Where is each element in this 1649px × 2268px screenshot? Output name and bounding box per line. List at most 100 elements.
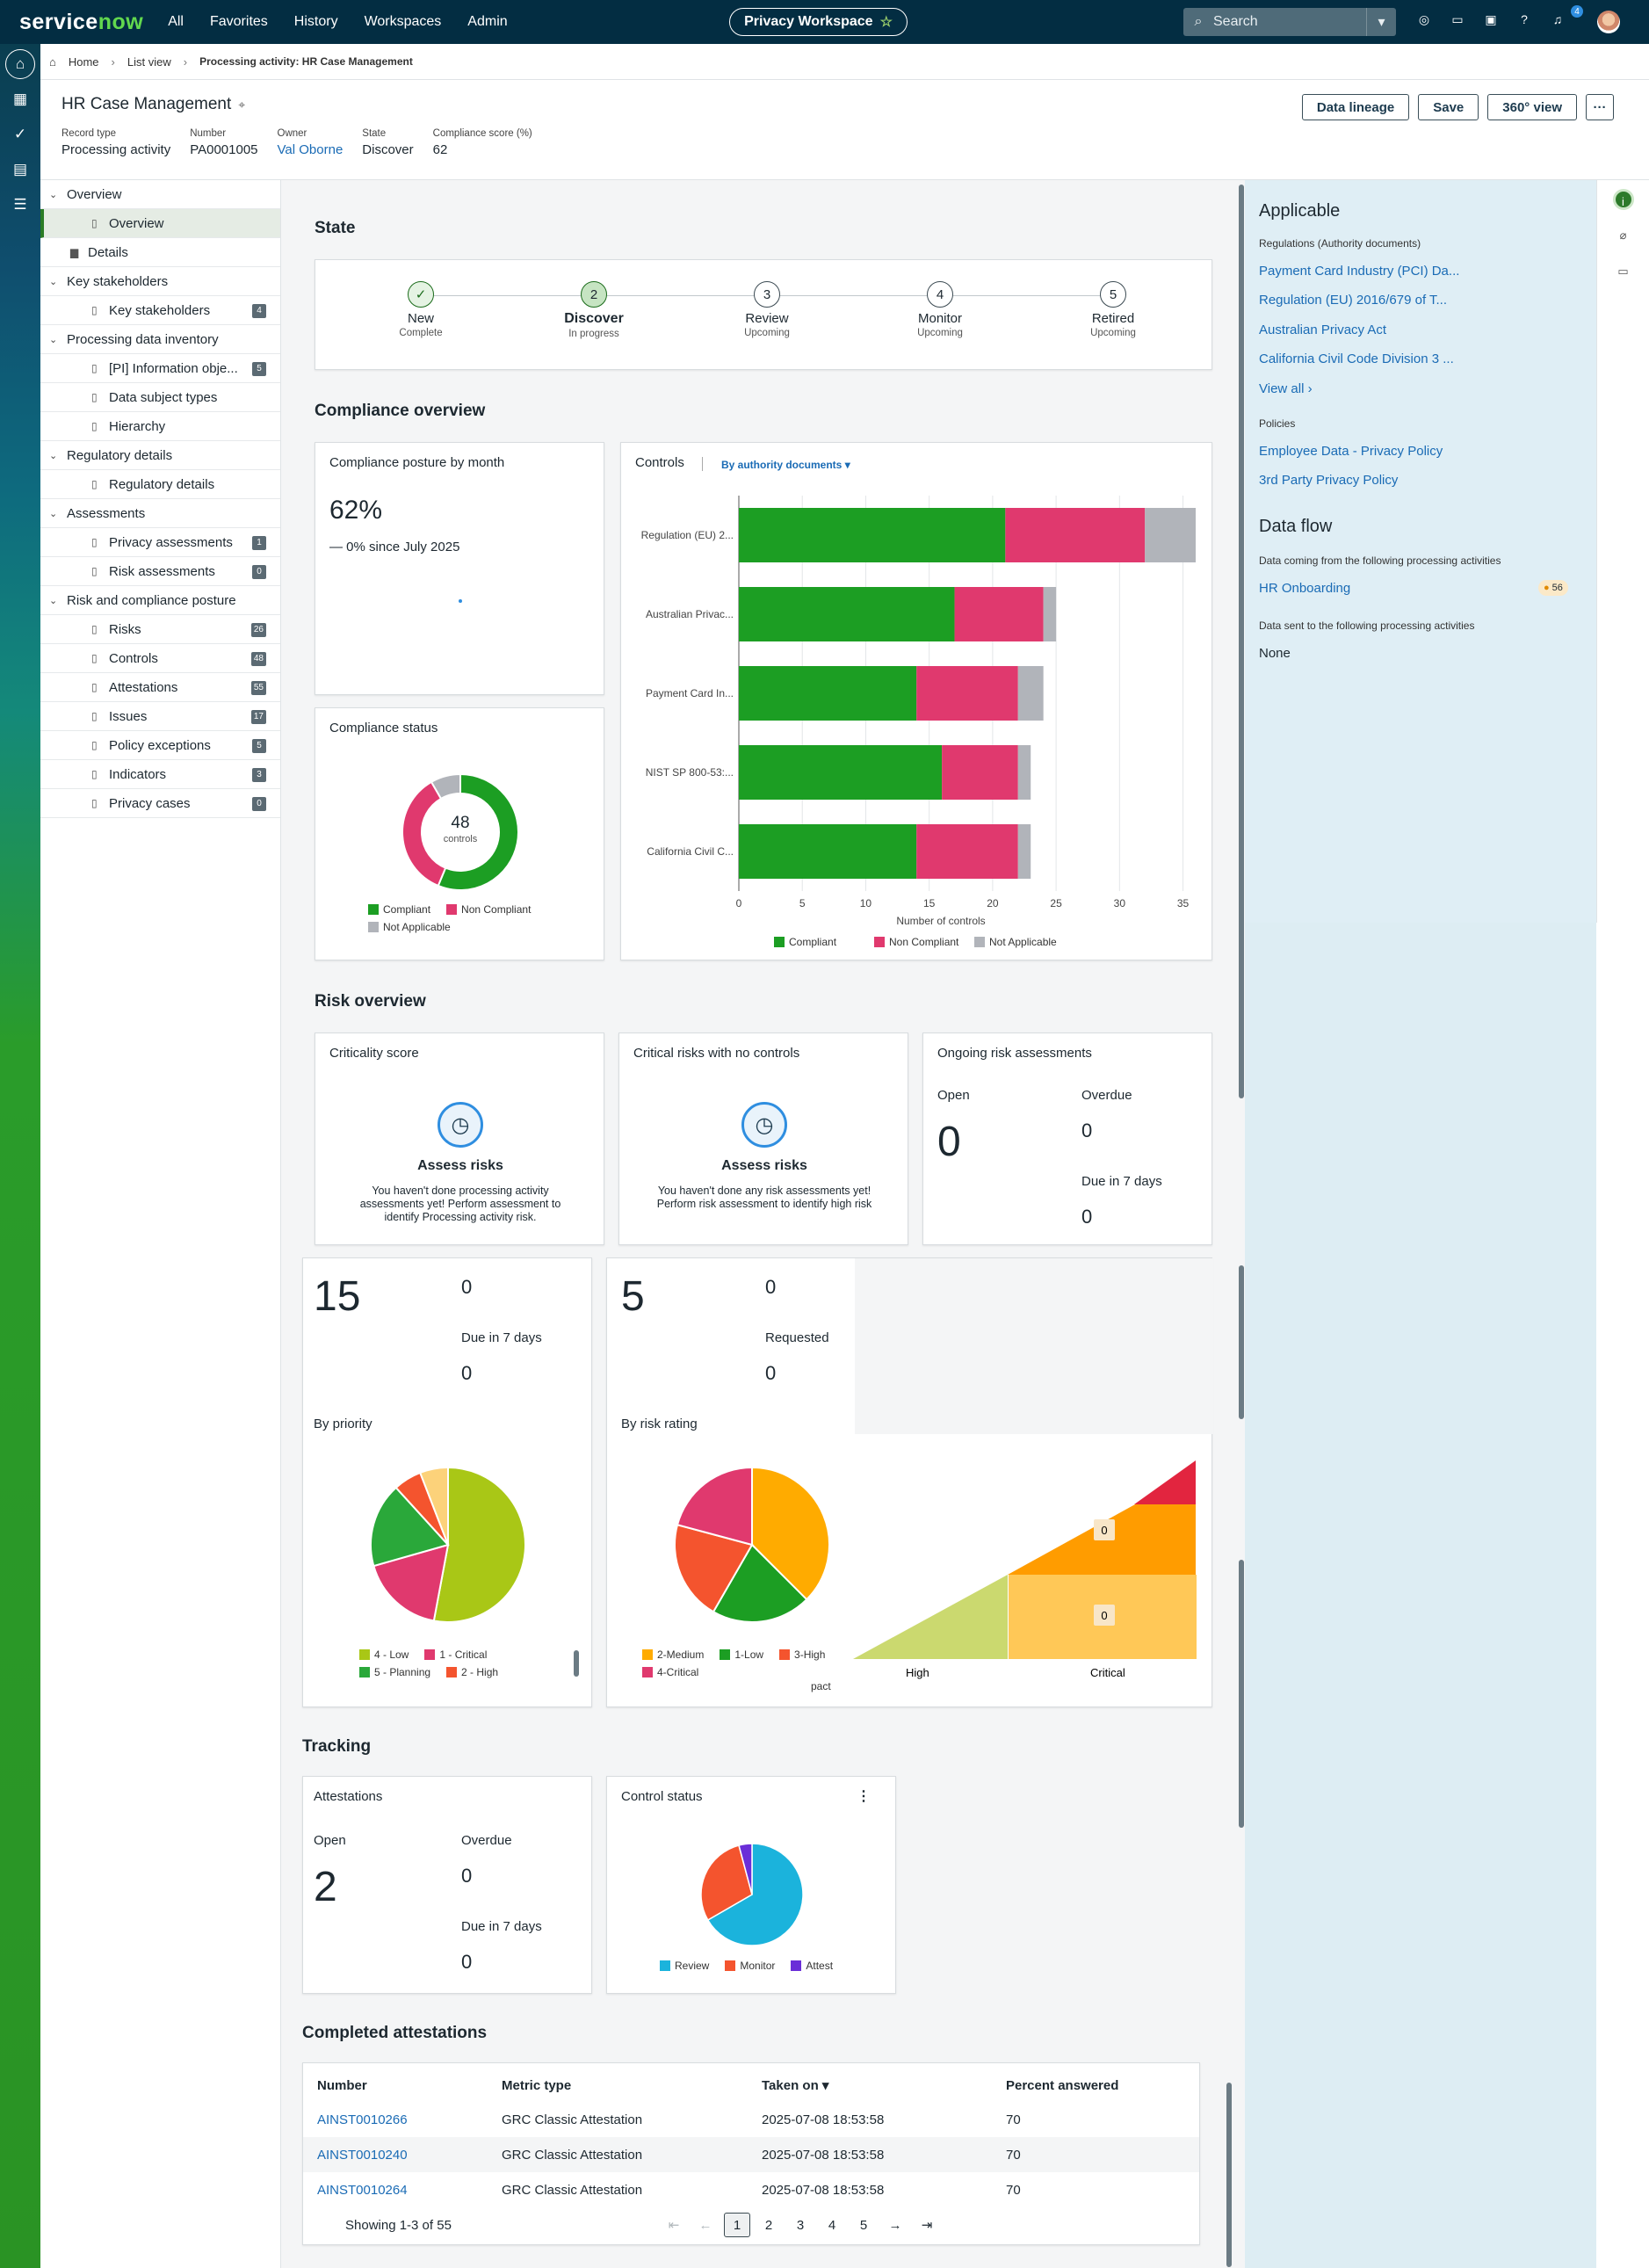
bar-segment-non-compliant[interactable]: [942, 745, 1018, 800]
check-circle-icon[interactable]: ✓: [13, 126, 27, 142]
pie-slice-review[interactable]: [706, 1843, 804, 1946]
state-step-monitor[interactable]: 4 Monitor Upcoming: [887, 281, 993, 338]
tree-item[interactable]: ▯ Regulatory details: [40, 470, 280, 499]
help-icon[interactable]: ?: [1521, 12, 1528, 26]
page-2[interactable]: 2: [764, 2217, 773, 2233]
chevron-down-icon[interactable]: ⌄: [49, 334, 58, 345]
search-input[interactable]: ⌕ Search ▾: [1183, 8, 1396, 36]
tree-group[interactable]: ⌄ Assessments: [40, 499, 280, 528]
kebab-menu-icon[interactable]: ⋮: [857, 1789, 871, 1804]
bell-icon[interactable]: ♫: [1552, 12, 1563, 26]
main-scrollbar-segment[interactable]: [1226, 2083, 1232, 2267]
breadcrumb-current[interactable]: Processing activity: HR Case Management: [199, 55, 413, 68]
bar-segment-compliant[interactable]: [739, 824, 917, 879]
bar-segment-non-compliant[interactable]: [916, 824, 1018, 879]
legend-label[interactable]: Compliant: [789, 936, 837, 948]
chevron-down-icon[interactable]: ⌄: [49, 595, 58, 606]
last-page-icon[interactable]: ⇥: [921, 2218, 933, 2233]
tree-item[interactable]: ▯ Overview: [40, 209, 280, 238]
control-status-pie-chart[interactable]: [699, 1842, 805, 1947]
pie-slice-monitor[interactable]: [700, 1844, 753, 1922]
more-actions-button[interactable]: ···: [1586, 94, 1614, 120]
view-all-link[interactable]: View all ›: [1259, 381, 1313, 396]
pie-slice-2-medium[interactable]: [751, 1466, 830, 1601]
column-header-percent-answered[interactable]: Percent answered: [1006, 2077, 1119, 2093]
grid-icon[interactable]: ▦: [12, 91, 28, 107]
list-icon[interactable]: ☰: [13, 196, 27, 213]
pie-slice-4-critical[interactable]: [676, 1466, 753, 1547]
legend-item[interactable]: 3-High: [779, 1648, 825, 1661]
legend-item[interactable]: Monitor: [725, 1960, 775, 1972]
legend-item[interactable]: Attest: [791, 1960, 833, 1972]
nav-admin[interactable]: Admin: [467, 14, 508, 29]
nav-history[interactable]: History: [293, 14, 338, 29]
bar-segment-compliant[interactable]: [739, 666, 917, 721]
tree-item[interactable]: ▯ Data subject types: [40, 383, 280, 412]
page-3[interactable]: 3: [796, 2217, 805, 2233]
regulation-link[interactable]: California Civil Code Division 3 ...: [1259, 351, 1454, 366]
column-header-taken-on[interactable]: Taken on ▾: [762, 2078, 829, 2093]
requested-value[interactable]: 0: [765, 1362, 777, 1384]
pie-slice-1-low[interactable]: [712, 1543, 808, 1623]
column-header-number[interactable]: Number: [317, 2077, 367, 2093]
tree-item[interactable]: ▆ Details: [40, 238, 280, 267]
bar-segment-compliant[interactable]: [739, 587, 955, 641]
page-5[interactable]: 5: [859, 2217, 868, 2233]
tree-item[interactable]: ▯ [PI] Information obje... 5: [40, 354, 280, 383]
chevron-down-icon[interactable]: ▾: [1366, 8, 1396, 36]
bar-segment-non-compliant[interactable]: [954, 587, 1044, 641]
regulation-link[interactable]: Regulation (EU) 2016/679 of T...: [1259, 293, 1448, 308]
risk-rating-pie-chart[interactable]: [673, 1466, 831, 1624]
page-4[interactable]: 4: [828, 2217, 836, 2233]
tree-group[interactable]: ⌄ Overview: [40, 180, 280, 209]
due-value[interactable]: 0: [461, 1362, 473, 1384]
policy-link[interactable]: 3rd Party Privacy Policy: [1259, 473, 1399, 488]
servicenow-logo[interactable]: servicenow: [19, 9, 144, 34]
360-view-button[interactable]: 360° view: [1487, 94, 1577, 120]
attestation-link[interactable]: AINST0010266: [317, 2112, 408, 2127]
tree-item[interactable]: ▯ Policy exceptions 5: [40, 731, 280, 760]
workspace-pill[interactable]: Privacy Workspace ☆: [729, 8, 908, 36]
state-step-discover[interactable]: 2 Discover In progress: [541, 281, 647, 339]
bar-segment-compliant[interactable]: [739, 508, 1006, 562]
pie-slice-3-high[interactable]: [674, 1523, 754, 1613]
pie-slice-4-low[interactable]: [432, 1466, 526, 1623]
comment-icon[interactable]: ▭: [1617, 264, 1629, 278]
star-icon[interactable]: ☆: [879, 15, 893, 30]
overdue-value[interactable]: 0: [461, 1865, 473, 1887]
column-header-metric-type[interactable]: Metric type: [502, 2077, 572, 2093]
due-value[interactable]: 0: [1081, 1206, 1093, 1228]
bar-segment-not-applicable[interactable]: [1145, 508, 1196, 562]
open-value[interactable]: 2: [314, 1864, 337, 1910]
legend-item[interactable]: 4-Critical: [642, 1666, 698, 1678]
page-1[interactable]: 1: [724, 2213, 750, 2237]
tree-item[interactable]: ▯ Hierarchy: [40, 412, 280, 441]
open-value[interactable]: 0: [937, 1119, 961, 1165]
heatmap-cell-critical-high[interactable]: [1134, 1460, 1196, 1504]
nav-workspaces[interactable]: Workspaces: [364, 14, 442, 29]
bar-segment-not-applicable[interactable]: [1043, 587, 1057, 641]
policy-link[interactable]: Employee Data - Privacy Policy: [1259, 444, 1443, 459]
nav-favorites[interactable]: Favorites: [209, 14, 268, 29]
prev-page-icon[interactable]: ←: [698, 2217, 712, 2233]
tree-group[interactable]: ⌄ Risk and compliance posture: [40, 586, 280, 615]
legend-scrollbar[interactable]: [574, 1650, 579, 1677]
legend-item[interactable]: 2-Medium: [642, 1648, 704, 1661]
attachment-icon[interactable]: ⌀: [1619, 228, 1627, 242]
bar-segment-non-compliant[interactable]: [1005, 508, 1146, 562]
risks-count[interactable]: 15: [314, 1273, 361, 1320]
legend-item[interactable]: 2 - High: [446, 1666, 498, 1678]
state-step-retired[interactable]: 5 Retired Upcoming: [1060, 281, 1166, 338]
risk-rating-count[interactable]: 5: [621, 1273, 645, 1320]
attestation-link[interactable]: AINST0010240: [317, 2147, 408, 2163]
inbox-icon[interactable]: ▣: [1485, 11, 1497, 26]
home-icon[interactable]: ⌂: [5, 49, 35, 79]
legend-label[interactable]: Non Compliant: [889, 936, 959, 948]
main-scrollbar-segment[interactable]: [1239, 1265, 1244, 1419]
save-button[interactable]: Save: [1418, 94, 1479, 120]
home-small-icon[interactable]: ⌂: [49, 54, 56, 69]
risk-rating-top-value[interactable]: 0: [765, 1276, 777, 1298]
chevron-down-icon[interactable]: ⌄: [49, 276, 58, 287]
heatmap-cell-high-low[interactable]: [853, 1575, 1008, 1659]
avatar[interactable]: [1597, 11, 1620, 33]
